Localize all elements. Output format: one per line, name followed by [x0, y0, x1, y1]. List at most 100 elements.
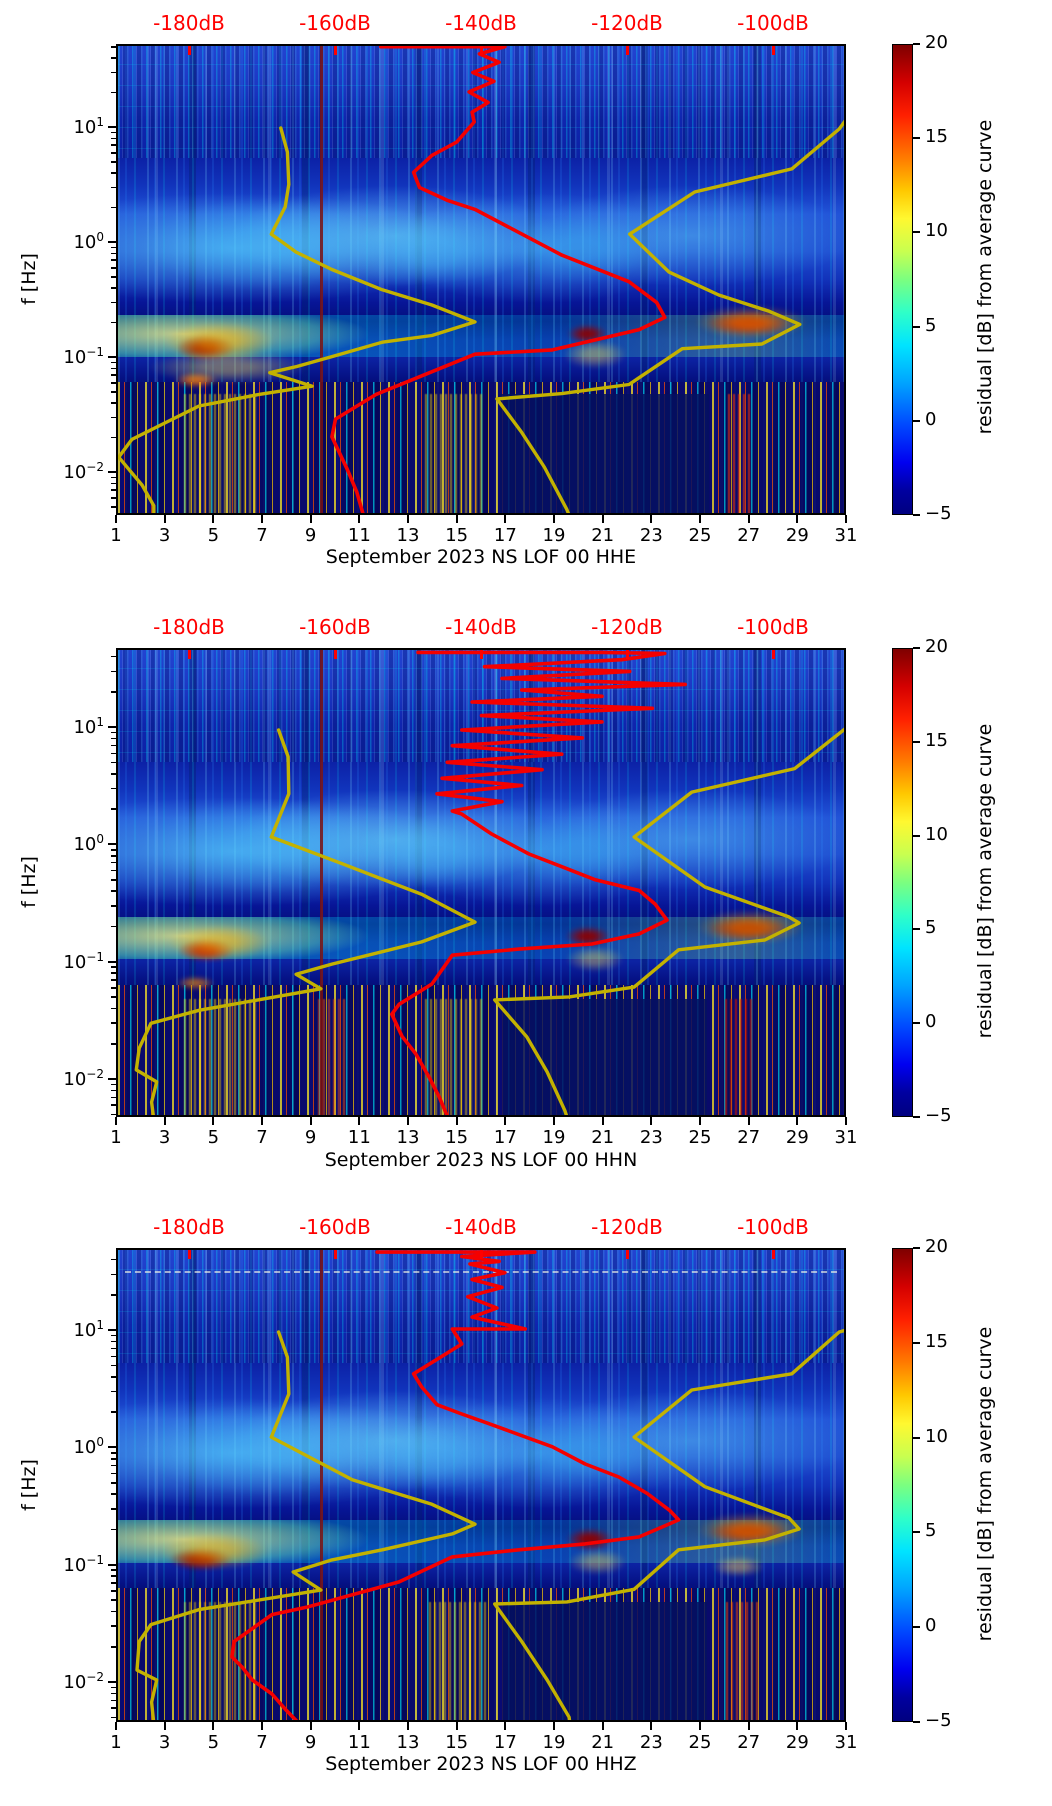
- y-axis-minor-tick: [111, 1104, 116, 1106]
- y-axis-minor-tick: [111, 259, 116, 261]
- colorbar-tick-label: 0: [925, 1615, 937, 1637]
- x-axis-tick-label: 21: [591, 525, 615, 546]
- top-axis-tick: [333, 650, 337, 659]
- x-axis-tick: [747, 1722, 750, 1730]
- x-axis-tick: [601, 1117, 604, 1125]
- y-axis-tick: [108, 126, 116, 128]
- x-axis-tick-label: 5: [207, 525, 220, 546]
- x-axis-tick: [504, 515, 507, 523]
- x-axis-tick-label: 21: [591, 1732, 615, 1753]
- x-axis-tick: [163, 515, 166, 523]
- y-axis-label-hhz: f [Hz]: [18, 1459, 40, 1511]
- y-axis-minor-tick: [111, 869, 116, 872]
- colorbar-tick: [913, 1721, 920, 1723]
- x-axis-tick-label: 29: [785, 1732, 809, 1753]
- x-axis-tick: [115, 1117, 117, 1125]
- y-axis-minor-tick: [111, 1686, 116, 1689]
- x-axis-tick: [504, 1117, 507, 1125]
- y-axis-label-hhe: f [Hz]: [18, 253, 40, 305]
- y-axis-minor-tick: [111, 731, 116, 734]
- x-axis-tick-label: 15: [445, 1732, 469, 1753]
- colorbar-tick: [913, 325, 920, 328]
- y-axis-minor-tick: [111, 1646, 116, 1648]
- colorbar-tick-label: −5: [925, 503, 952, 524]
- x-axis-tick-label: 7: [256, 1732, 268, 1753]
- colorbar-tick: [913, 137, 920, 140]
- y-axis-minor-tick: [111, 1464, 116, 1467]
- y-axis-minor-tick: [111, 1043, 116, 1045]
- panel-xlabel-hhn: September 2023 NS LOF 00 HHN: [324, 1149, 638, 1171]
- colorbar-tick: [913, 834, 920, 837]
- y-axis-tick-label: 101: [73, 115, 104, 138]
- y-axis-minor-tick: [111, 972, 116, 974]
- colorbar-tick-label: 0: [925, 1011, 937, 1033]
- x-axis-tick-label: 17: [493, 525, 517, 546]
- top-axis-tick: [479, 46, 483, 55]
- y-axis-minor-tick: [111, 890, 116, 892]
- y-axis-minor-tick: [111, 321, 116, 324]
- y-axis-minor-tick: [111, 402, 116, 404]
- x-axis-tick-label: 13: [396, 1127, 420, 1148]
- colorbar-tick: [913, 1626, 920, 1629]
- yellow-percentile-curve-left: [134, 728, 477, 1115]
- top-axis-tick-label: -180dB: [153, 1215, 225, 1239]
- top-axis-tick-label: -140dB: [445, 615, 517, 639]
- red-psd-curve: [330, 46, 667, 513]
- x-axis-tick: [650, 1117, 653, 1125]
- y-axis-minor-tick: [111, 1007, 116, 1010]
- y-axis-minor-tick: [111, 416, 116, 419]
- x-axis-tick-label: 31: [834, 1732, 858, 1753]
- y-axis-minor-tick: [111, 787, 116, 790]
- y-axis-minor-tick: [111, 1411, 116, 1413]
- y-axis-minor-tick: [111, 1355, 116, 1358]
- yellow-percentile-curve-left: [118, 126, 477, 513]
- x-axis-tick: [407, 515, 409, 523]
- x-axis-tick: [455, 1722, 458, 1730]
- y-axis-tick-label: 10−1: [63, 949, 104, 973]
- y-axis-minor-tick: [111, 287, 116, 289]
- y-axis-minor-tick: [111, 1493, 116, 1495]
- x-axis-tick-label: 5: [207, 1732, 220, 1753]
- colorbar-label-hhe: residual [dB] from average curve: [974, 119, 996, 435]
- x-axis-tick-label: 17: [493, 1127, 517, 1148]
- y-axis-minor-tick: [111, 252, 116, 255]
- y-axis-tick: [108, 471, 116, 473]
- x-axis-tick-label: 7: [256, 525, 268, 546]
- y-axis-minor-tick: [111, 925, 116, 928]
- top-axis-tick-label: -160dB: [299, 615, 371, 639]
- top-axis-tick-label: -100dB: [737, 1215, 809, 1239]
- y-axis-minor-tick: [111, 131, 116, 134]
- y-axis-minor-tick: [111, 1599, 116, 1601]
- x-axis-tick: [115, 515, 117, 523]
- x-axis-tick-label: 19: [542, 1127, 566, 1148]
- colorbar-tick-label: 15: [925, 126, 948, 148]
- y-axis-minor-tick: [111, 1528, 116, 1531]
- y-axis-minor-tick: [111, 1294, 116, 1296]
- x-axis-tick-label: 19: [542, 1732, 566, 1753]
- x-axis-tick: [212, 1117, 215, 1125]
- colorbar-tick: [913, 419, 920, 422]
- y-axis-minor-tick: [111, 186, 116, 189]
- colorbar-tick: [913, 1531, 920, 1534]
- y-axis-minor-tick: [111, 1472, 116, 1475]
- colorbar-tick: [913, 928, 920, 931]
- y-axis-tick: [108, 1446, 116, 1449]
- y-axis-minor-tick: [111, 267, 116, 269]
- y-axis-minor-tick: [111, 1273, 116, 1276]
- x-axis-tick-label: 15: [445, 1127, 469, 1148]
- x-axis-tick: [601, 515, 604, 523]
- top-axis-tick: [333, 46, 337, 55]
- y-axis-minor-tick: [111, 57, 116, 59]
- x-axis-tick: [553, 1117, 555, 1125]
- y-axis-minor-tick: [111, 996, 116, 998]
- x-axis-tick: [115, 1722, 117, 1730]
- colorbar-tick: [913, 231, 920, 234]
- y-axis-tick: [108, 1680, 116, 1683]
- y-axis-minor-tick: [111, 752, 116, 755]
- y-axis-tick: [108, 356, 116, 358]
- x-axis-tick-label: 7: [256, 1127, 268, 1148]
- colorbar-tick-label: 10: [925, 823, 948, 845]
- y-axis-minor-tick: [111, 71, 116, 74]
- x-axis-tick-label: 25: [688, 1732, 712, 1753]
